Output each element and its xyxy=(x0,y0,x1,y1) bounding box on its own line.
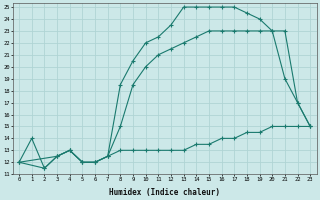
X-axis label: Humidex (Indice chaleur): Humidex (Indice chaleur) xyxy=(109,188,220,197)
